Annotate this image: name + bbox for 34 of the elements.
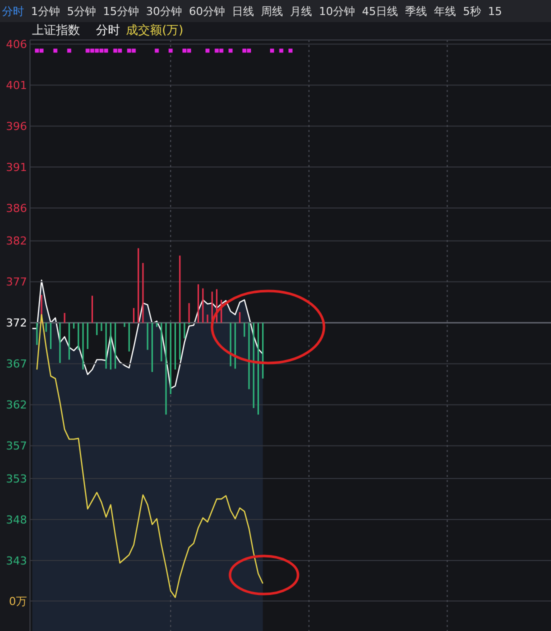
text: 15 (488, 4, 502, 18)
y-tick-label: 401 (6, 78, 27, 92)
text: 15分钟 (103, 4, 139, 18)
y-tick-label: 357 (6, 440, 27, 453)
y-tick-label: 396 (6, 120, 27, 133)
y-tick-label: 386 (6, 202, 27, 215)
y-tick-label: 372 (6, 316, 27, 330)
chart-title: 上证指数 (32, 23, 80, 37)
y-tick-label: 348 (6, 513, 27, 526)
text: 0万 (9, 594, 27, 608)
line-series (36, 314, 264, 598)
y-tick-label: 367 (6, 358, 27, 371)
text: 5分钟 (67, 4, 96, 18)
text: 日线 (232, 4, 254, 18)
y-tick-label: 406 (6, 38, 27, 51)
y-tick-label: 377 (6, 276, 27, 289)
text: 月线 (290, 4, 312, 18)
text: 年线 (434, 4, 456, 18)
text: 周线 (261, 4, 283, 18)
text: 60分钟 (189, 4, 225, 18)
text: 成交额(万) (126, 23, 184, 37)
text: 季线 (405, 4, 427, 18)
text: 5秒 (463, 4, 481, 18)
text: 分时 (2, 4, 24, 18)
y-tick-label: 343 (6, 554, 27, 568)
text: 30分钟 (146, 4, 182, 18)
y-tick-label: 391 (6, 160, 27, 174)
y-tick-label: 353 (6, 472, 27, 486)
text: 45日线 (362, 4, 398, 18)
text: 1分钟 (31, 4, 60, 18)
y-tick-label: 362 (6, 398, 27, 412)
text: 10分钟 (319, 4, 355, 18)
y-tick-label: 382 (6, 234, 27, 248)
text: 分时 (96, 23, 120, 37)
